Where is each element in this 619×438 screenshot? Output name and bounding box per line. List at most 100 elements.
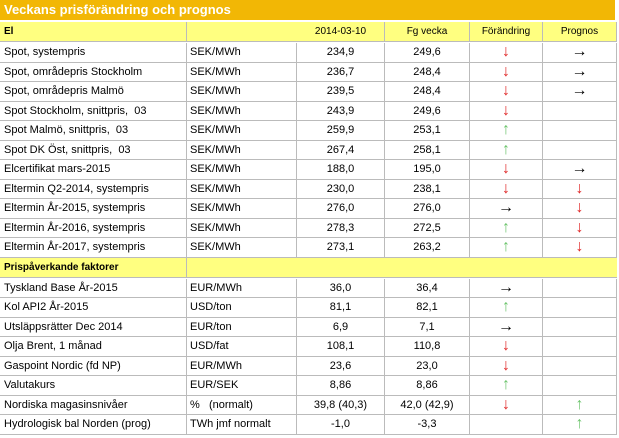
- value: 273,1: [297, 238, 385, 257]
- value: 248,4: [385, 62, 470, 81]
- value: 23,6: [297, 356, 385, 375]
- trend-arrow: →: [543, 43, 617, 62]
- table-row: Gaspoint Nordic (fd NP) EUR/MWh 23,6 23,0 ↓: [0, 356, 617, 376]
- table-row: Valutakurs EUR/SEK 8,86 8,86 ↑: [0, 376, 617, 396]
- value: 230,0: [297, 179, 385, 198]
- column-header: Prognos: [543, 22, 617, 41]
- value: 276,0: [385, 199, 470, 218]
- unit: % (normalt): [187, 395, 297, 414]
- item-name: Spot Malmö, snittpris, 03: [0, 121, 187, 140]
- value: 108,1: [297, 337, 385, 356]
- item-name: Eltermin År-2017, systempris: [0, 238, 187, 257]
- item-name: Gaspoint Nordic (fd NP): [0, 356, 187, 375]
- value: -1,0: [297, 415, 385, 434]
- section-title: Prispåverkande faktorer: [0, 257, 187, 277]
- value: 81,1: [297, 298, 385, 317]
- unit: SEK/MWh: [187, 82, 297, 101]
- value: 82,1: [385, 298, 470, 317]
- column-header: Fg vecka: [385, 22, 470, 41]
- trend-arrow: ↓: [470, 62, 543, 81]
- value: 253,1: [385, 121, 470, 140]
- trend-arrow: [470, 415, 543, 434]
- item-name: Kol API2 År-2015: [0, 298, 187, 317]
- value: 110,8: [385, 337, 470, 356]
- table-title: Veckans prisförändring och prognos: [0, 0, 615, 20]
- unit: SEK/MWh: [187, 121, 297, 140]
- unit: USD/fat: [187, 337, 297, 356]
- trend-arrow: →: [543, 82, 617, 101]
- trend-arrow: ↓: [470, 179, 543, 198]
- item-name: Eltermin År-2015, systempris: [0, 199, 187, 218]
- value: 195,0: [385, 160, 470, 179]
- trend-arrow: [543, 298, 617, 317]
- unit: SEK/MWh: [187, 238, 297, 257]
- trend-arrow: →: [543, 62, 617, 81]
- value: 8,86: [385, 376, 470, 395]
- value: -3,3: [385, 415, 470, 434]
- trend-arrow: ↓: [543, 179, 617, 198]
- trend-arrow: ↓: [543, 199, 617, 218]
- unit: USD/ton: [187, 298, 297, 317]
- trend-arrow: [543, 337, 617, 356]
- table-row: Eltermin År-2017, systempris SEK/MWh 273,1…: [0, 238, 617, 258]
- table-row: Olja Brent, 1 månad USD/fat 108,1 110,8 ↓: [0, 337, 617, 357]
- table-row: Tyskland Base År-2015 EUR/MWh 36,0 36,4 →: [0, 278, 617, 298]
- value: 267,4: [297, 140, 385, 159]
- item-name: Spot, områdepris Malmö: [0, 82, 187, 101]
- value: 249,6: [385, 101, 470, 120]
- column-header: 2014-03-10: [297, 22, 385, 41]
- column-header: Förändring: [470, 22, 543, 41]
- table-row: Spot Stockholm, snittpris, 03 SEK/MWh 243,…: [0, 101, 617, 121]
- trend-arrow: ↑: [470, 238, 543, 257]
- item-name: Tyskland Base År-2015: [0, 278, 187, 297]
- section-title: El: [0, 22, 187, 41]
- unit: EUR/MWh: [187, 356, 297, 375]
- item-name: Spot, områdepris Stockholm: [0, 62, 187, 81]
- item-name: Valutakurs: [0, 376, 187, 395]
- unit: SEK/MWh: [187, 43, 297, 62]
- value: 188,0: [297, 160, 385, 179]
- item-name: Spot DK Öst, snittpris, 03: [0, 140, 187, 159]
- value: 238,1: [385, 179, 470, 198]
- table-row: Nordiska magasinsnivåer% (normalt) 39,8 (…: [0, 395, 617, 415]
- trend-arrow: ↓: [470, 356, 543, 375]
- item-name: Elcertifikat mars-2015: [0, 160, 187, 179]
- trend-arrow: [543, 317, 617, 336]
- trend-arrow: [543, 121, 617, 140]
- trend-arrow: ↑: [543, 395, 617, 414]
- table-row: Spot Malmö, snittpris, 03 SEK/MWh 259,9 253…: [0, 121, 617, 141]
- unit: SEK/MWh: [187, 62, 297, 81]
- table-row: Eltermin Q2-2014, systempris SEK/MWh 230,0…: [0, 179, 617, 199]
- unit: SEK/MWh: [187, 179, 297, 198]
- trend-arrow: ↓: [543, 218, 617, 237]
- item-name: Eltermin År-2016, systempris: [0, 218, 187, 237]
- value: 234,9: [297, 43, 385, 62]
- item-name: Nordiska magasinsnivåer: [0, 395, 187, 414]
- table-row: Kol API2 År-2015 USD/ton 81,1 82,1 ↑: [0, 298, 617, 318]
- value: 243,9: [297, 101, 385, 120]
- table-row: Utsläppsrätter Dec 2014 EUR/ton 6,9 7,1 →: [0, 317, 617, 337]
- value: 23,0: [385, 356, 470, 375]
- unit: SEK/MWh: [187, 218, 297, 237]
- unit: EUR/SEK: [187, 376, 297, 395]
- item-name: Spot Stockholm, snittpris, 03: [0, 101, 187, 120]
- trend-arrow: [543, 376, 617, 395]
- value: 248,4: [385, 82, 470, 101]
- value: 6,9: [297, 317, 385, 336]
- table-row: Spot, områdepris Malmö SEK/MWh 239,5 248,4 ↓…: [0, 82, 617, 102]
- table-row: Spot DK Öst, snittpris, 03 SEK/MWh 267,4 25…: [0, 140, 617, 160]
- value: 259,9: [297, 121, 385, 140]
- value: 8,86: [297, 376, 385, 395]
- value: 36,0: [297, 278, 385, 297]
- trend-arrow: →: [543, 160, 617, 179]
- trend-arrow: ↓: [470, 337, 543, 356]
- item-name: Hydrologisk bal Norden (prog): [0, 415, 187, 434]
- value: 278,3: [297, 218, 385, 237]
- section-header: Prispåverkande faktorer: [0, 257, 617, 278]
- trend-arrow: [543, 356, 617, 375]
- value: 36,4: [385, 278, 470, 297]
- trend-arrow: ↓: [470, 43, 543, 62]
- trend-arrow: ↓: [470, 160, 543, 179]
- trend-arrow: ↓: [470, 101, 543, 120]
- table-row: Eltermin År-2015, systempris SEK/MWh 276,0…: [0, 199, 617, 219]
